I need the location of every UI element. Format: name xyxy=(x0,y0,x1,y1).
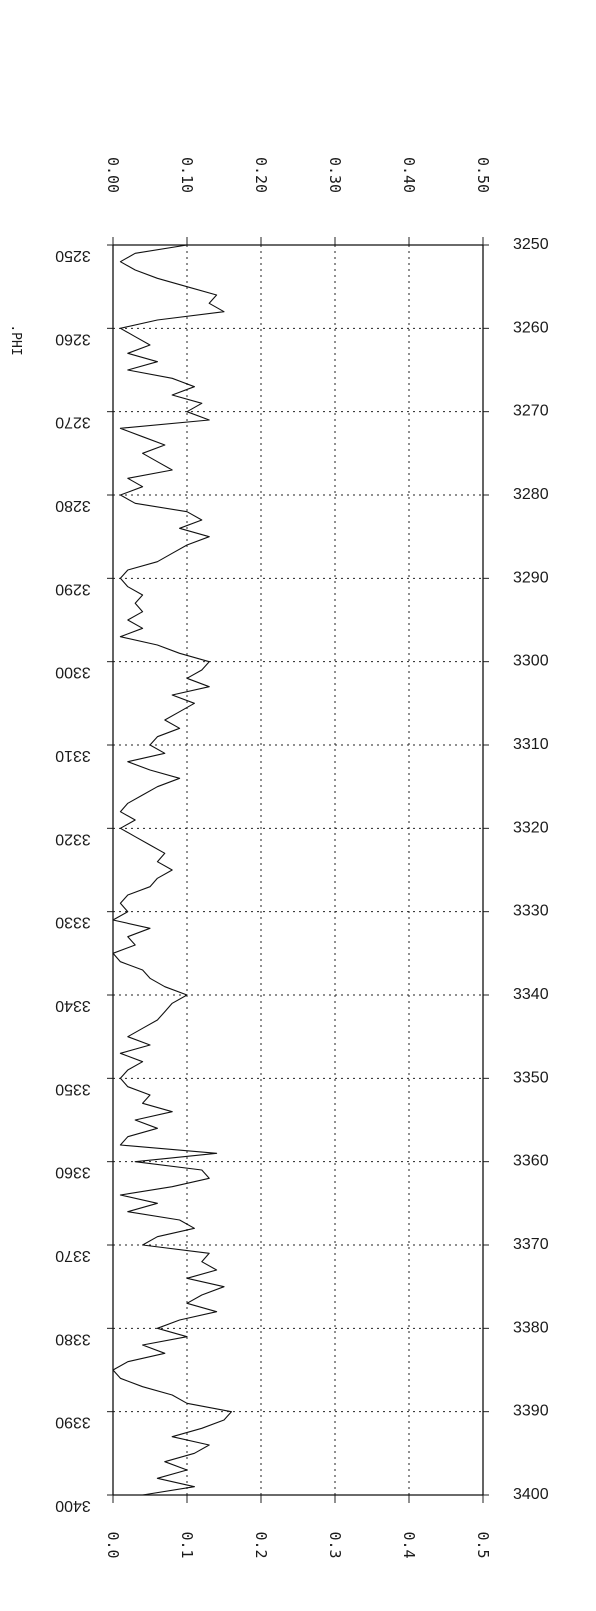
phi-label-top: 0.20 xyxy=(252,157,270,193)
depth-label-right: 3400 xyxy=(513,1486,549,1503)
depth-label-left: 3380 xyxy=(55,1330,91,1347)
depth-label-left: 3260 xyxy=(55,330,91,347)
depth-label-left: 3390 xyxy=(55,1414,91,1431)
depth-label-left: 3340 xyxy=(55,997,91,1014)
phi-label-top: 0.30 xyxy=(326,157,344,193)
depth-label-left: 3310 xyxy=(55,747,91,764)
depth-label-right: 3250 xyxy=(513,236,549,253)
depth-label-right: 3340 xyxy=(513,986,549,1003)
depth-label-right: 3350 xyxy=(513,1069,549,1086)
depth-label-left: 3290 xyxy=(55,580,91,597)
phi-label-top: 0.50 xyxy=(474,157,492,193)
phi-label-bottom: 0.1 xyxy=(178,1531,196,1558)
phi-label-bottom: 0.5 xyxy=(474,1531,492,1558)
phi-label-top: 0.40 xyxy=(400,157,418,193)
depth-label-left: 3400 xyxy=(55,1497,91,1514)
phi-curve-line xyxy=(112,244,232,1496)
depth-label-right: 3390 xyxy=(513,1403,549,1420)
depth-label-right: 3290 xyxy=(513,569,549,586)
curve-label: .PHI xyxy=(8,324,23,355)
depth-label-left: 3350 xyxy=(55,1080,91,1097)
depth-label-right: 3280 xyxy=(513,486,549,503)
depth-label-right: 3360 xyxy=(513,1153,549,1170)
depth-label-right: 3320 xyxy=(513,819,549,836)
depth-label-left: 3280 xyxy=(55,497,91,514)
depth-label-right: 3270 xyxy=(513,403,549,420)
depth-label-right: 3380 xyxy=(513,1319,549,1336)
phi-label-bottom: 0.2 xyxy=(252,1531,270,1558)
depth-label-right: 3330 xyxy=(513,903,549,920)
tick-labels: 3250 3250 3260 3260 3270 3270 3280 3280 3290 3290… xyxy=(55,157,549,1559)
depth-label-left: 3330 xyxy=(55,914,91,931)
phi-label-bottom: 0.3 xyxy=(326,1531,344,1558)
depth-label-right: 3370 xyxy=(513,1236,549,1253)
depth-label-right: 3310 xyxy=(513,736,549,753)
depth-label-left: 3320 xyxy=(55,830,91,847)
depth-label-right: 3260 xyxy=(513,319,549,336)
depth-label-left: 3270 xyxy=(55,414,91,431)
grid xyxy=(113,245,483,1495)
phi-label-top: 0.10 xyxy=(178,157,196,193)
phi-label-bottom: 0.0 xyxy=(104,1531,122,1558)
depth-label-left: 3370 xyxy=(55,1247,91,1264)
depth-label-left: 3360 xyxy=(55,1164,91,1181)
phi-label-top: 0.00 xyxy=(104,157,122,193)
depth-label-left: 3250 xyxy=(55,247,91,264)
plot-frame xyxy=(107,237,489,1503)
phi-label-bottom: 0.4 xyxy=(400,1531,418,1558)
depth-label-right: 3300 xyxy=(513,653,549,670)
depth-label-left: 3300 xyxy=(55,664,91,681)
